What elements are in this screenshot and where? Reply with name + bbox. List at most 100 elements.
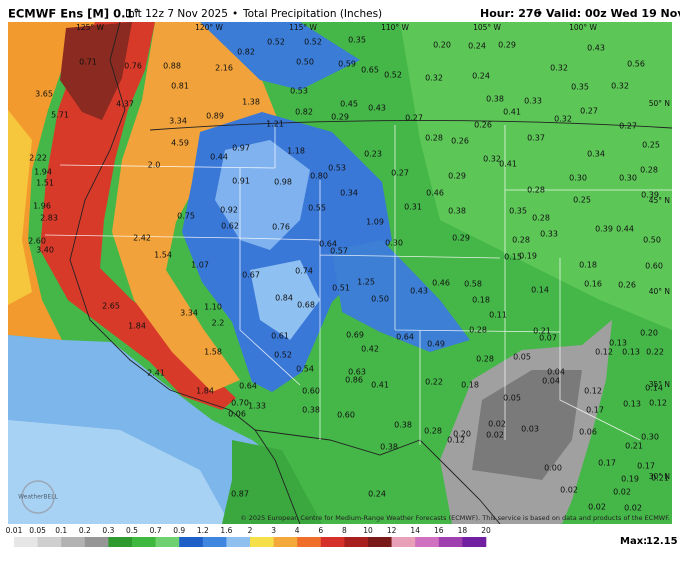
precip-value: 0.69 xyxy=(346,331,364,340)
precip-value: 0.49 xyxy=(427,340,445,349)
precip-value: 0.38 xyxy=(448,207,466,216)
precip-value: 0.53 xyxy=(328,164,346,173)
precip-value: 0.20 xyxy=(453,430,471,439)
colorbar-label: 0.7 xyxy=(150,526,162,535)
separator: • xyxy=(536,7,543,20)
precip-value: 0.52 xyxy=(267,38,285,47)
precip-value: 0.65 xyxy=(361,66,379,75)
precip-value: 0.16 xyxy=(584,280,602,289)
precip-value: 0.12 xyxy=(649,399,667,408)
precip-value: 0.13 xyxy=(623,400,641,409)
precip-value: 0.71 xyxy=(79,58,97,67)
precip-value: 0.38 xyxy=(394,421,412,430)
colorbar-label: 10 xyxy=(363,526,373,535)
precip-value: 1.21 xyxy=(266,120,284,129)
precip-value: 0.88 xyxy=(163,62,181,71)
precip-value: 1.51 xyxy=(36,179,54,188)
precip-value: 0.20 xyxy=(640,329,658,338)
precip-value: 0.56 xyxy=(627,60,645,69)
precip-value: 0.60 xyxy=(302,387,320,396)
precip-value: 0.37 xyxy=(527,134,545,143)
precip-value: 0.46 xyxy=(432,279,450,288)
precip-value: 0.02 xyxy=(560,486,578,495)
precip-value: 0.92 xyxy=(220,206,238,215)
precip-value: 0.19 xyxy=(519,252,537,261)
precip-value: 0.22 xyxy=(425,378,443,387)
precip-value: 3.65 xyxy=(35,90,53,99)
precip-value: 0.26 xyxy=(451,137,469,146)
precip-value: 0.98 xyxy=(274,178,292,187)
precip-value: 0.84 xyxy=(275,294,293,303)
precip-value: 0.38 xyxy=(486,95,504,104)
colorbar-segment xyxy=(391,537,416,547)
precip-value: 0.05 xyxy=(503,394,521,403)
colorbar-label: 1.6 xyxy=(220,526,232,535)
precip-value: 0.38 xyxy=(380,443,398,452)
precip-value: 0.59 xyxy=(338,60,356,69)
precip-value: 0.43 xyxy=(410,287,428,296)
precip-value: 0.35 xyxy=(571,83,589,92)
colorbar-label: 4 xyxy=(295,526,300,535)
precip-value: 0.29 xyxy=(448,172,466,181)
copyright: © 2025 European Centre for Medium-Range … xyxy=(240,514,670,522)
precip-value: 0.28 xyxy=(532,214,550,223)
precip-value: 0.51 xyxy=(332,284,350,293)
colorbar-label: 3 xyxy=(271,526,276,535)
precip-value: 0.18 xyxy=(461,381,479,390)
precip-value: 0.42 xyxy=(361,345,379,354)
precip-value: 0.06 xyxy=(228,410,246,419)
colorbar-label: 14 xyxy=(410,526,420,535)
latitude-label: 50° N xyxy=(649,99,670,108)
colorbar-label: 0.3 xyxy=(102,526,114,535)
precip-value: 0.02 xyxy=(624,504,642,513)
precip-value: 1.96 xyxy=(33,202,51,211)
precip-value: 0.50 xyxy=(371,295,389,304)
latitude-label: 35° N xyxy=(649,380,670,389)
precip-value: 0.41 xyxy=(503,108,521,117)
precip-value: 0.27 xyxy=(391,169,409,178)
colorbar-segment xyxy=(297,537,322,547)
precip-value: 0.86 xyxy=(345,376,363,385)
precip-value: 0.28 xyxy=(476,355,494,364)
longitude-label: 120° W xyxy=(195,23,223,32)
precip-value: 0.44 xyxy=(210,153,228,162)
colorbar-label: 0.5 xyxy=(126,526,138,535)
precip-value: 0.87 xyxy=(231,490,249,499)
precip-value: 1.33 xyxy=(248,402,266,411)
precip-value: 0.82 xyxy=(295,108,313,117)
precip-value: 0.17 xyxy=(586,406,604,415)
precip-value: 0.28 xyxy=(469,326,487,335)
precip-value: 1.84 xyxy=(128,322,146,331)
precip-value: 0.30 xyxy=(385,239,403,248)
precip-value: 0.19 xyxy=(621,475,639,484)
precip-value: 0.26 xyxy=(474,121,492,130)
precip-value: 0.82 xyxy=(237,48,255,57)
colorbar-segment xyxy=(415,537,440,547)
precip-value: 0.15 xyxy=(504,253,522,262)
precip-value: 2.65 xyxy=(102,302,120,311)
precip-value: 1.25 xyxy=(357,278,375,287)
field-name: Total Precipitation (Inches) xyxy=(242,8,382,20)
colorbar-segment xyxy=(37,537,62,547)
precip-value: 1.94 xyxy=(34,168,52,177)
latitude-label: 45° N xyxy=(649,196,670,205)
precip-value: 1.84 xyxy=(196,387,214,396)
precip-value: 0.12 xyxy=(584,387,602,396)
precip-value: 0.29 xyxy=(331,113,349,122)
colorbar-segment xyxy=(250,537,274,547)
precip-value: 0.62 xyxy=(221,222,239,231)
precip-value: 0.32 xyxy=(611,82,629,91)
precip-value: 1.10 xyxy=(204,303,222,312)
longitude-label: 125° W xyxy=(76,23,104,32)
colorbar-label: 1.2 xyxy=(197,526,209,535)
precip-value: 1.09 xyxy=(366,218,384,227)
precip-value: 0.22 xyxy=(646,348,664,357)
precip-value: 4.37 xyxy=(116,100,134,109)
map xyxy=(8,22,672,524)
precip-value: 0.30 xyxy=(619,174,637,183)
precip-value: 0.61 xyxy=(271,332,289,341)
latitude-label: 30° N xyxy=(649,472,670,481)
precip-value: 3.40 xyxy=(36,246,54,255)
model-name: ECMWF Ens [M] 0.1° xyxy=(8,7,139,21)
precip-value: 0.35 xyxy=(348,36,366,45)
